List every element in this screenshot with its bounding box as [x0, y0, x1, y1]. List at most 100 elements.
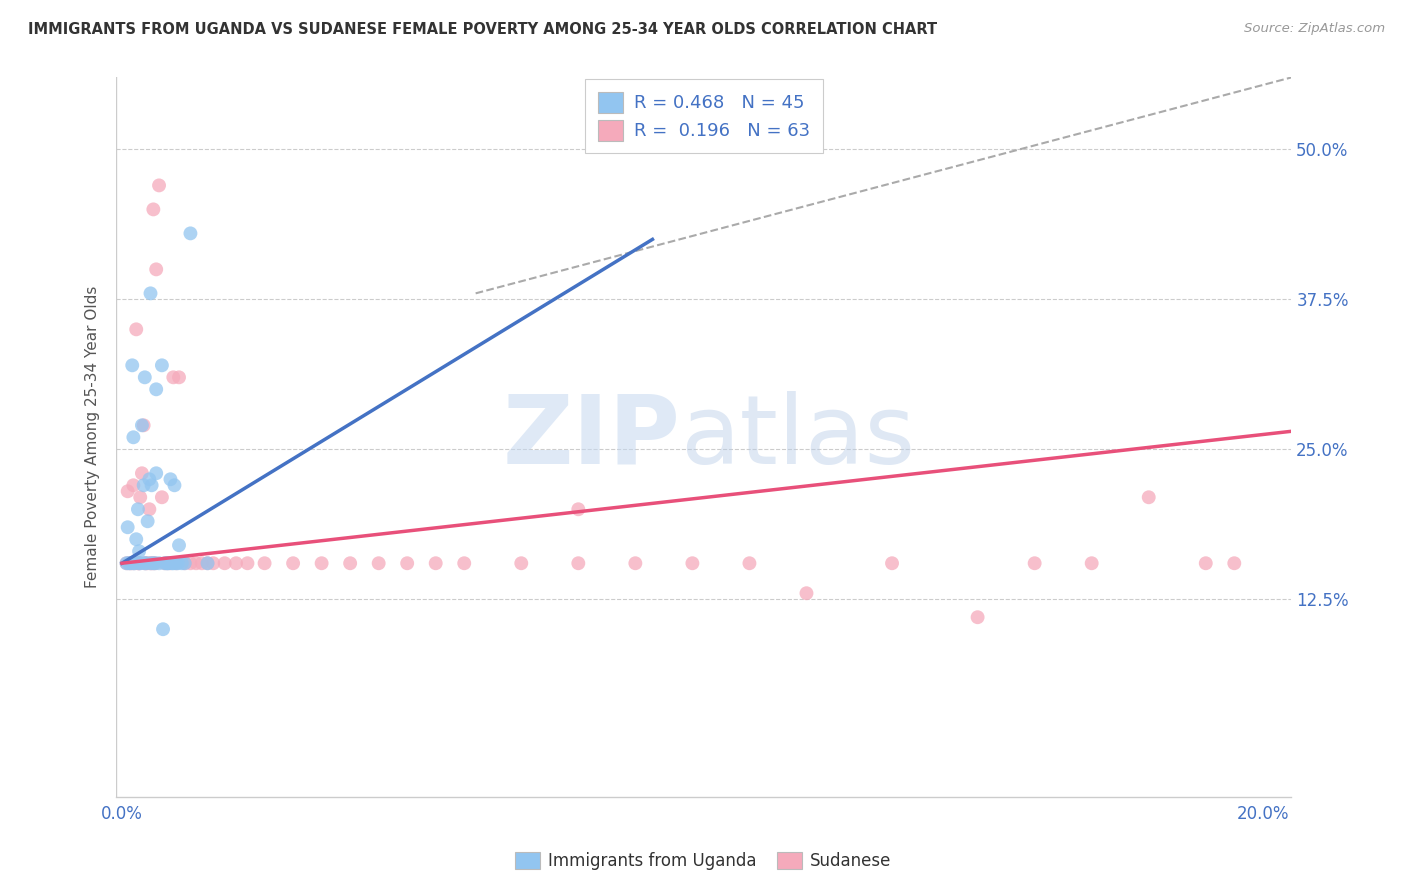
- Point: [142, 202, 165, 217]
- Text: Source: ZipAtlas.com: Source: ZipAtlas.com: [1244, 22, 1385, 36]
- Point: [129, 556, 152, 570]
- Point: [118, 556, 141, 570]
- Point: [134, 370, 156, 384]
- Point: [148, 556, 170, 570]
- Point: [138, 472, 160, 486]
- Point: [1195, 556, 1218, 570]
- Point: [150, 490, 173, 504]
- Point: [132, 478, 155, 492]
- Point: [796, 586, 818, 600]
- Point: [1137, 490, 1160, 504]
- Point: [150, 359, 173, 373]
- Point: [125, 322, 148, 336]
- Point: [124, 556, 146, 570]
- Point: [1223, 556, 1246, 570]
- Point: [134, 556, 156, 570]
- Point: [880, 556, 903, 570]
- Point: [127, 556, 149, 570]
- Point: [453, 556, 475, 570]
- Point: [191, 556, 214, 570]
- Point: [738, 556, 761, 570]
- Point: [214, 556, 236, 570]
- Point: [132, 418, 155, 433]
- Point: [139, 286, 162, 301]
- Point: [156, 556, 179, 570]
- Point: [160, 556, 183, 570]
- Point: [128, 544, 150, 558]
- Point: [152, 622, 174, 636]
- Point: [156, 556, 179, 570]
- Point: [127, 502, 149, 516]
- Point: [367, 556, 389, 570]
- Point: [567, 502, 589, 516]
- Point: [225, 556, 247, 570]
- Point: [311, 556, 333, 570]
- Point: [624, 556, 647, 570]
- Point: [122, 430, 145, 444]
- Point: [121, 359, 143, 373]
- Point: [179, 556, 201, 570]
- Legend: Immigrants from Uganda, Sudanese: Immigrants from Uganda, Sudanese: [508, 845, 898, 877]
- Point: [120, 556, 142, 570]
- Point: [128, 556, 150, 570]
- Point: [131, 418, 153, 433]
- Point: [153, 556, 176, 570]
- Point: [141, 478, 163, 492]
- Text: atlas: atlas: [681, 391, 915, 483]
- Point: [138, 502, 160, 516]
- Point: [139, 556, 162, 570]
- Point: [120, 556, 142, 570]
- Point: [202, 556, 225, 570]
- Point: [143, 556, 166, 570]
- Point: [184, 556, 207, 570]
- Point: [145, 382, 167, 396]
- Point: [122, 556, 145, 570]
- Point: [129, 490, 152, 504]
- Point: [143, 556, 166, 570]
- Point: [136, 514, 159, 528]
- Point: [134, 556, 156, 570]
- Point: [155, 556, 177, 570]
- Point: [253, 556, 276, 570]
- Point: [170, 556, 193, 570]
- Point: [122, 478, 145, 492]
- Point: [115, 556, 138, 570]
- Point: [148, 178, 170, 193]
- Point: [567, 556, 589, 570]
- Point: [197, 556, 219, 570]
- Point: [510, 556, 533, 570]
- Text: ZIP: ZIP: [502, 391, 681, 483]
- Point: [135, 556, 157, 570]
- Point: [197, 556, 219, 570]
- Point: [153, 556, 176, 570]
- Point: [157, 556, 180, 570]
- Point: [162, 370, 184, 384]
- Point: [125, 533, 148, 547]
- Point: [179, 227, 201, 241]
- Point: [1024, 556, 1046, 570]
- Point: [425, 556, 447, 570]
- Point: [142, 556, 165, 570]
- Point: [141, 556, 163, 570]
- Point: [145, 467, 167, 481]
- Point: [165, 556, 187, 570]
- Point: [159, 472, 181, 486]
- Point: [145, 262, 167, 277]
- Point: [173, 556, 195, 570]
- Point: [117, 520, 139, 534]
- Point: [124, 556, 146, 570]
- Point: [966, 610, 988, 624]
- Point: [159, 556, 181, 570]
- Point: [681, 556, 703, 570]
- Point: [163, 478, 186, 492]
- Point: [115, 556, 138, 570]
- Point: [173, 556, 195, 570]
- Point: [1080, 556, 1102, 570]
- Point: [167, 556, 190, 570]
- Point: [131, 467, 153, 481]
- Point: [396, 556, 419, 570]
- Point: [136, 556, 159, 570]
- Point: [281, 556, 304, 570]
- Point: [339, 556, 361, 570]
- Point: [118, 556, 141, 570]
